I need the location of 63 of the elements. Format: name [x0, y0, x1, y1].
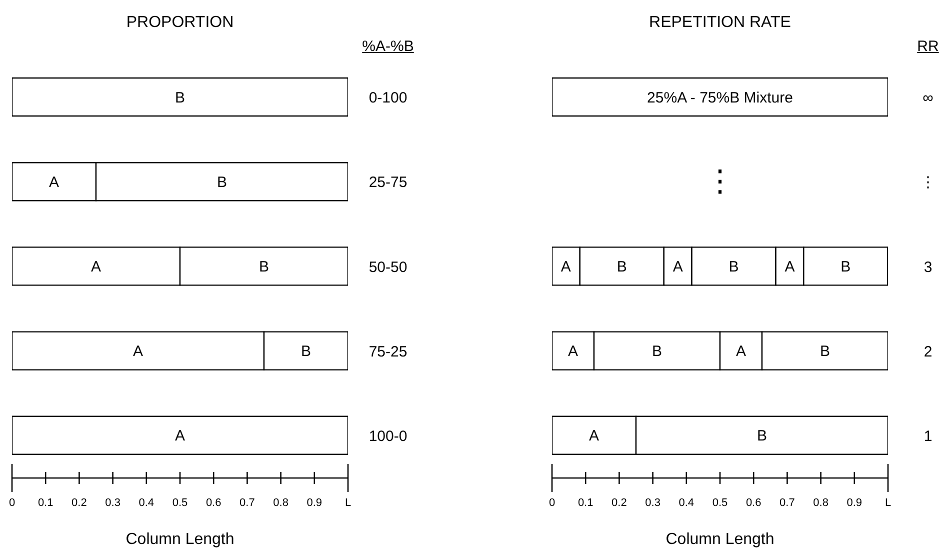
y-axis-title: RR: [917, 38, 939, 55]
x-tick-label: 0: [548, 497, 556, 509]
x-axis-title: Column Length: [126, 531, 234, 548]
bar: [552, 77, 888, 117]
text: A: [736, 343, 746, 360]
y-axis-title: %A-%B: [362, 38, 414, 55]
y-tick-label: ∞: [922, 90, 934, 107]
y-tick-label: 75-25: [368, 343, 408, 360]
y-tick-label: 3: [924, 258, 932, 276]
x-tick-label: 0.8: [273, 497, 288, 509]
series-label: 25%A - 75%B Mixture: [647, 89, 793, 106]
chart-title: PROPORTION: [125, 14, 235, 32]
text: A: [568, 343, 578, 360]
text: B: [652, 343, 662, 360]
x-tick-label: 0.2: [72, 497, 87, 509]
y-tick-label: 50-50: [368, 258, 408, 276]
series-label: A: [672, 258, 683, 276]
y-tick-label: 25-75: [368, 174, 408, 192]
text: B: [756, 428, 768, 445]
chart-title: REPETITION RATE: [648, 14, 792, 32]
y-tick-label: 2: [924, 343, 932, 360]
series-label: B: [840, 258, 851, 276]
x-tick-label: 0.1: [578, 497, 594, 509]
x-tick-label: 0.7: [780, 497, 795, 509]
x-tick-label: 0.6: [206, 497, 222, 509]
text: B: [300, 343, 312, 360]
series-label: A: [48, 174, 60, 191]
text: A: [132, 343, 144, 360]
bar: [12, 77, 348, 117]
series-label: A: [560, 258, 571, 276]
text: B: [216, 174, 228, 191]
x-axis-title: Column Length: [666, 531, 774, 548]
x-tick-label: 0.4: [678, 497, 694, 509]
x-tick-label: 0.3: [645, 497, 660, 509]
x-tick-label: 0.5: [172, 497, 188, 509]
bar: [12, 416, 348, 455]
x-tick-label: 0.5: [712, 497, 728, 509]
x-tick-label: 0.8: [813, 497, 828, 509]
x-tick-label: 0.9: [846, 497, 862, 509]
x-tick-label: 0.3: [105, 497, 120, 509]
x-tick-label: 0.6: [746, 497, 762, 509]
series-label: A: [784, 258, 795, 276]
series-label: B: [174, 89, 186, 106]
x-tick-label: 0.4: [138, 497, 154, 509]
x-tick-label: 0.9: [306, 497, 322, 509]
series-label: B: [616, 258, 627, 276]
x-tick-label: L: [344, 497, 352, 509]
x-tick-label: 0.1: [38, 497, 54, 509]
y-tick-label: 100-0: [368, 428, 408, 446]
series-label: B: [728, 258, 739, 276]
y-tick-label: ⋮: [920, 174, 936, 192]
y-tick-label: 0-100: [368, 90, 408, 107]
text: B: [258, 258, 270, 276]
text: A: [588, 428, 600, 445]
y-tick-label: 1: [924, 428, 932, 446]
annotation: ⋮: [704, 164, 736, 200]
text: B: [820, 343, 830, 360]
text: A: [174, 428, 186, 445]
x-tick-label: 0.7: [240, 497, 255, 509]
x-tick-label: 0: [8, 497, 16, 509]
x-tick-label: L: [884, 497, 892, 509]
x-tick-label: 0.2: [612, 497, 627, 509]
text: A: [90, 258, 102, 276]
